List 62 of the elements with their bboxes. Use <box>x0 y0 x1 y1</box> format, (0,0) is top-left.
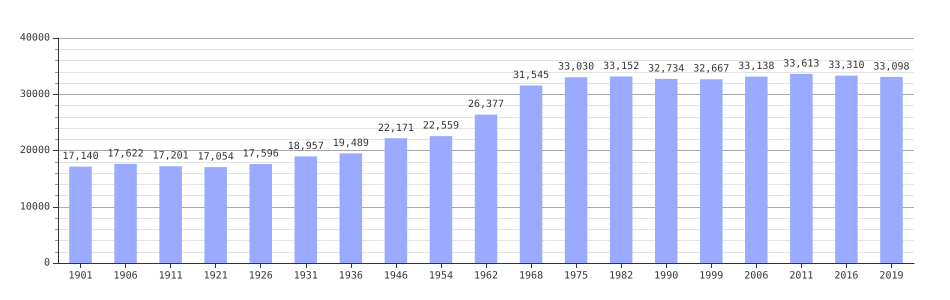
bar <box>114 164 137 263</box>
y-tick-label: 30000 <box>20 88 50 100</box>
bar <box>474 114 498 263</box>
bar <box>249 164 272 263</box>
x-tick-label: 2016 <box>834 270 858 282</box>
y-tick-label: 20000 <box>20 145 50 156</box>
bar <box>520 86 542 263</box>
bar <box>880 76 903 263</box>
x-tick-label: 2006 <box>744 270 768 282</box>
x-tick-label: 1926 <box>248 270 273 282</box>
bar <box>69 166 92 263</box>
data-label: 33,152 <box>603 61 640 72</box>
x-tick-label: 2019 <box>879 270 904 282</box>
data-label: 19,489 <box>332 138 369 149</box>
bar <box>384 138 408 263</box>
y-tick-label: 10000 <box>20 201 50 212</box>
data-label: 33,030 <box>558 62 594 73</box>
bar <box>700 79 723 263</box>
data-label: 32,734 <box>648 63 684 74</box>
x-tick-label: 1975 <box>564 270 588 282</box>
x-tick-label: 1954 <box>428 270 453 282</box>
bar <box>159 166 182 263</box>
x-tick-label: 1990 <box>654 270 678 282</box>
x-tick-label: 1982 <box>609 270 634 282</box>
data-label: 26,377 <box>468 99 504 110</box>
x-tick-label: 2011 <box>789 270 814 282</box>
data-label: 22,171 <box>378 122 414 134</box>
bar <box>204 167 227 263</box>
data-label: 17,054 <box>198 152 234 163</box>
x-tick-label: 1906 <box>114 270 138 282</box>
data-label: 17,140 <box>62 151 99 162</box>
x-tick-label: 1901 <box>68 270 93 282</box>
x-tick-label: 1936 <box>338 270 363 282</box>
x-tick-label: 1911 <box>158 270 183 282</box>
data-label: 17,201 <box>152 150 189 162</box>
bar <box>610 76 632 263</box>
data-label: 33,310 <box>828 60 864 72</box>
x-tick-label: 1931 <box>294 270 318 282</box>
data-label: 18,957 <box>288 140 324 152</box>
data-label: 32,667 <box>693 64 730 75</box>
x-tick-label: 1999 <box>699 270 724 282</box>
bar <box>294 156 318 263</box>
data-label: 31,545 <box>512 70 550 82</box>
data-label: 17,596 <box>242 148 279 160</box>
x-tick-label: 1921 <box>204 270 228 282</box>
bar <box>745 76 768 263</box>
bar <box>564 77 588 263</box>
bar <box>835 76 858 263</box>
bar <box>790 74 813 263</box>
x-tick-label: 1962 <box>474 270 498 282</box>
bar <box>654 78 678 263</box>
x-tick-label: 1946 <box>384 270 408 282</box>
x-tick-label: 1968 <box>519 270 544 282</box>
bar <box>340 153 362 263</box>
y-tick-label: 0 <box>44 258 50 268</box>
data-label: 22,559 <box>422 120 460 132</box>
data-label: 33,138 <box>738 61 774 72</box>
y-tick-label: 40000 <box>20 32 50 44</box>
data-label: 33,098 <box>873 61 910 72</box>
data-label: 17,622 <box>108 148 144 160</box>
bar <box>430 136 452 263</box>
data-label: 33,613 <box>783 58 820 70</box>
